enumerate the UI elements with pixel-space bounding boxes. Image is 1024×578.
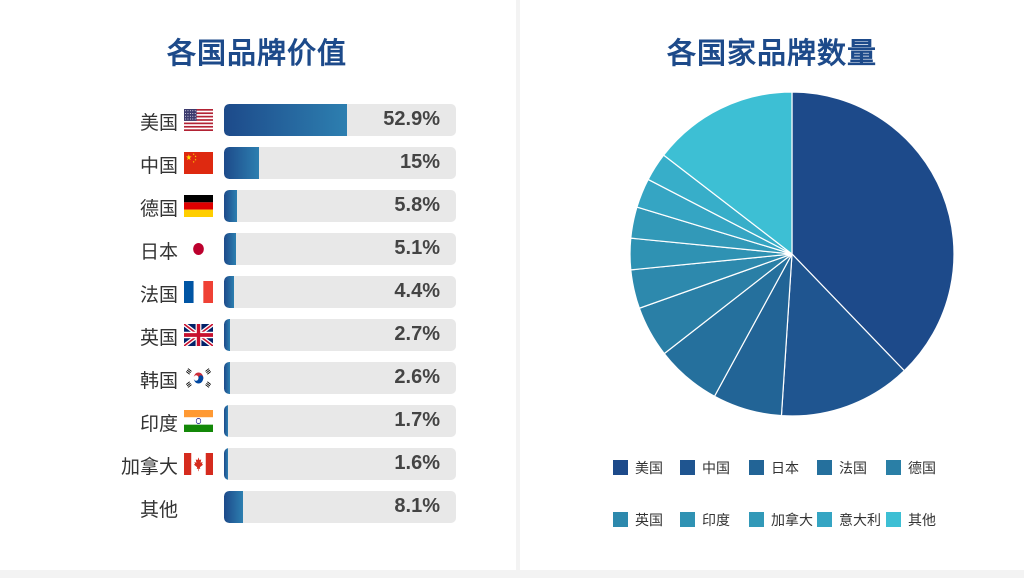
bar-row: 印度 1.7% bbox=[0, 405, 516, 437]
legend-label: 意大利 bbox=[839, 513, 881, 529]
pie-slice-11 bbox=[662, 91, 793, 256]
bar-category-label: 德国 bbox=[139, 198, 178, 220]
brand-value-panel: 各国品牌价值 美国 52.9% 中国 15% 德国 5.8% 日本 5.1% 法国 4.4% 英国 2… bbox=[0, 0, 516, 570]
legend-item: 加拿大 bbox=[749, 510, 813, 530]
flag-korea-icon bbox=[184, 367, 213, 389]
legend-swatch bbox=[680, 460, 695, 475]
bar-track: 8.1% bbox=[224, 491, 456, 523]
bar-value-label: 15% bbox=[399, 151, 440, 173]
bar-fill bbox=[224, 276, 235, 308]
legend-item: 法国 bbox=[817, 458, 867, 478]
legend-swatch bbox=[680, 512, 695, 527]
bar-value-label: 2.6% bbox=[394, 366, 440, 388]
bar-value-label: 8.1% bbox=[394, 495, 440, 517]
legend-label: 日本 bbox=[771, 461, 799, 477]
bar-fill bbox=[224, 491, 243, 523]
legend-swatch bbox=[886, 460, 901, 475]
legend-item: 美国 bbox=[613, 458, 663, 478]
legend-swatch bbox=[886, 512, 901, 527]
legend-item: 印度 bbox=[680, 510, 730, 530]
bar-fill bbox=[224, 147, 259, 179]
brand-value-title: 各国品牌价值 bbox=[166, 36, 347, 70]
flag-germany-icon bbox=[184, 195, 213, 217]
bar-row: 中国 15% bbox=[0, 147, 516, 179]
legend-item: 英国 bbox=[613, 510, 663, 530]
flag-canada-icon bbox=[184, 453, 213, 475]
bar-track: 52.9% bbox=[224, 104, 456, 136]
pie-slice-1 bbox=[791, 91, 955, 372]
legend-label: 法国 bbox=[839, 461, 867, 477]
brand-count-panel: 各国家品牌数量 美国 中国 日本 法国 德国英国 印度 加拿大 意大利 其他 bbox=[520, 0, 1024, 570]
legend-swatch bbox=[749, 512, 764, 527]
legend-swatch bbox=[817, 460, 832, 475]
bar-fill bbox=[224, 448, 228, 480]
bar-category-label: 法国 bbox=[139, 284, 178, 306]
bar-track: 5.1% bbox=[224, 233, 456, 265]
bar-category-label: 中国 bbox=[139, 155, 178, 177]
legend-label: 加拿大 bbox=[771, 513, 813, 529]
legend-item: 日本 bbox=[749, 458, 799, 478]
bar-value-label: 2.7% bbox=[394, 323, 440, 345]
bar-value-label: 5.1% bbox=[394, 237, 440, 259]
bar-row: 其他 8.1% bbox=[0, 491, 516, 523]
legend-item: 其他 bbox=[886, 510, 936, 530]
brand-count-pie-chart bbox=[629, 91, 955, 417]
legend-label: 中国 bbox=[702, 461, 730, 477]
flag-china-icon bbox=[184, 152, 213, 174]
bar-category-label: 英国 bbox=[139, 327, 178, 349]
bar-category-label: 加拿大 bbox=[120, 456, 178, 478]
legend-row: 英国 印度 加拿大 意大利 其他 bbox=[520, 510, 1024, 530]
bar-row: 日本 5.1% bbox=[0, 233, 516, 265]
bar-fill bbox=[224, 362, 231, 394]
bar-row: 法国 4.4% bbox=[0, 276, 516, 308]
legend-label: 美国 bbox=[635, 461, 663, 477]
legend-item: 中国 bbox=[680, 458, 730, 478]
bar-track: 15% bbox=[224, 147, 456, 179]
bar-category-label: 美国 bbox=[139, 112, 178, 134]
flag-japan-icon bbox=[184, 238, 213, 260]
bar-fill bbox=[224, 104, 347, 136]
legend-swatch bbox=[817, 512, 832, 527]
bar-value-label: 5.8% bbox=[394, 194, 440, 216]
legend-item: 意大利 bbox=[817, 510, 881, 530]
bar-fill bbox=[224, 319, 231, 351]
flag-usa-icon bbox=[184, 109, 213, 131]
bar-category-label: 印度 bbox=[139, 413, 178, 435]
legend-label: 英国 bbox=[635, 513, 663, 529]
bar-track: 4.4% bbox=[224, 276, 456, 308]
bar-row: 韩国 2.6% bbox=[0, 362, 516, 394]
bar-category-label: 韩国 bbox=[139, 370, 178, 392]
legend-swatch bbox=[749, 460, 764, 475]
bar-fill bbox=[224, 405, 228, 437]
flag-france-icon bbox=[184, 281, 213, 303]
legend-row: 美国 中国 日本 法国 德国 bbox=[520, 458, 1024, 478]
legend-label: 德国 bbox=[908, 461, 936, 477]
bar-row: 英国 2.7% bbox=[0, 319, 516, 351]
bar-row: 加拿大 1.6% bbox=[0, 448, 516, 480]
bar-value-label: 1.7% bbox=[394, 409, 440, 431]
bar-track: 1.7% bbox=[224, 405, 456, 437]
legend-label: 印度 bbox=[702, 513, 730, 529]
bar-fill bbox=[224, 190, 238, 222]
bar-value-label: 4.4% bbox=[394, 280, 440, 302]
legend-item: 德国 bbox=[886, 458, 936, 478]
bar-track: 5.8% bbox=[224, 190, 456, 222]
pie-slice-2 bbox=[780, 252, 906, 417]
bar-fill bbox=[224, 233, 236, 265]
flag-uk-icon bbox=[184, 324, 213, 346]
bar-track: 2.6% bbox=[224, 362, 456, 394]
bar-track: 1.6% bbox=[224, 448, 456, 480]
bar-row: 美国 52.9% bbox=[0, 104, 516, 136]
legend-label: 其他 bbox=[908, 513, 936, 529]
brand-count-title: 各国家品牌数量 bbox=[666, 36, 877, 70]
bar-value-label: 1.6% bbox=[394, 452, 440, 474]
bar-value-label: 52.9% bbox=[383, 108, 440, 130]
bar-track: 2.7% bbox=[224, 319, 456, 351]
bar-row: 德国 5.8% bbox=[0, 190, 516, 222]
bar-category-label: 日本 bbox=[139, 241, 178, 263]
legend-swatch bbox=[613, 512, 628, 527]
legend-swatch bbox=[613, 460, 628, 475]
bar-category-label: 其他 bbox=[139, 499, 178, 521]
flag-india-icon bbox=[184, 410, 213, 432]
